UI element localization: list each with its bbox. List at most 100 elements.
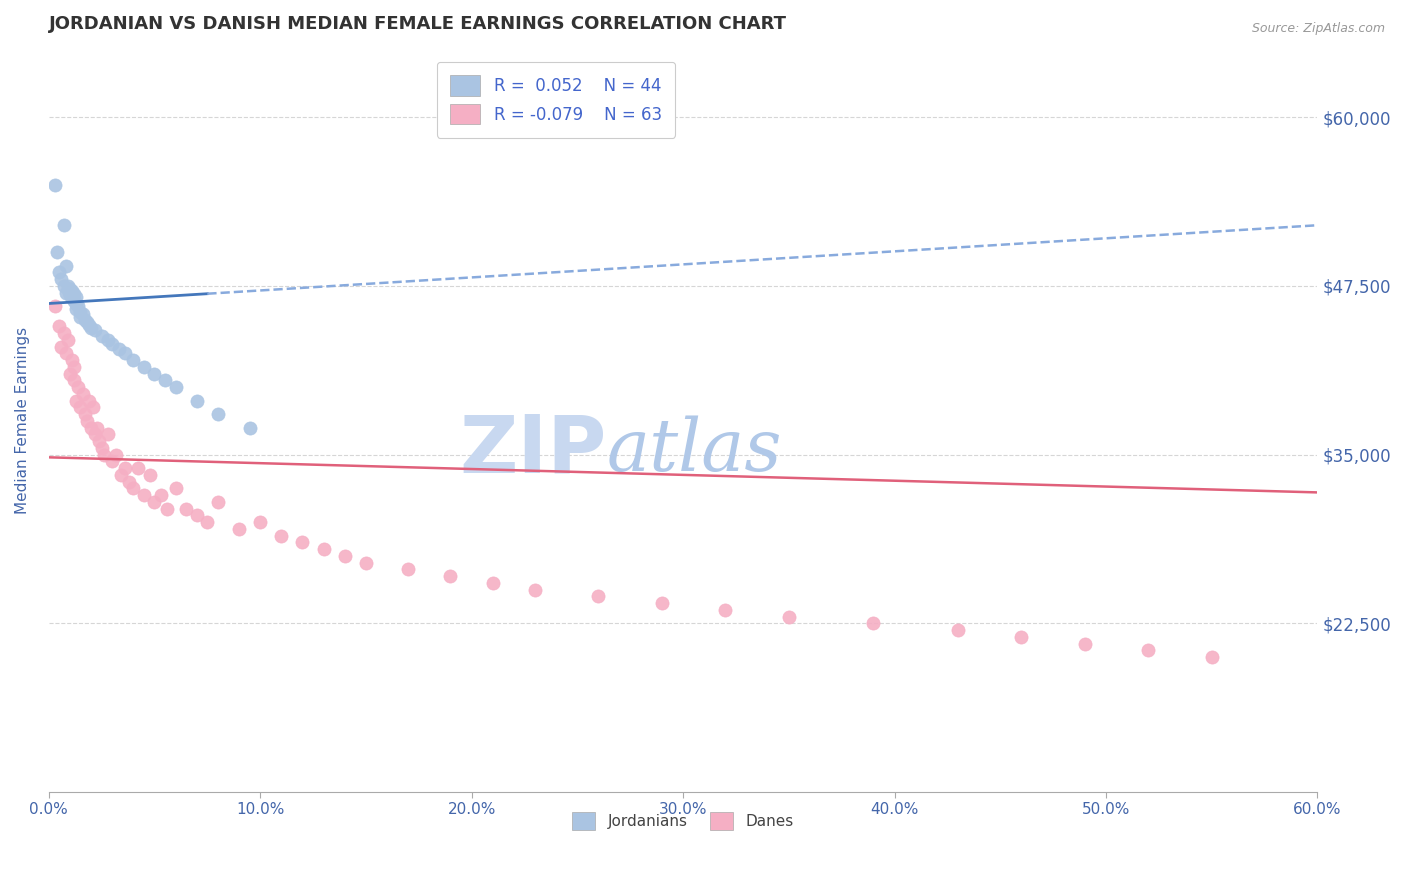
Point	[139, 467, 162, 482]
Point	[60, 353, 83, 368]
Point	[65, 296, 87, 310]
Point	[127, 461, 149, 475]
Point	[132, 488, 155, 502]
Point	[65, 393, 87, 408]
Point	[90, 441, 112, 455]
Point	[396, 562, 419, 576]
Point	[60, 291, 83, 305]
Point	[80, 420, 103, 434]
Point	[249, 515, 271, 529]
Point	[207, 495, 229, 509]
Point	[97, 427, 120, 442]
Point	[107, 343, 129, 357]
Point	[72, 307, 94, 321]
Point	[63, 359, 86, 374]
Point	[651, 596, 673, 610]
Point	[1074, 636, 1097, 650]
Point	[69, 401, 91, 415]
Legend: Jordanians, Danes: Jordanians, Danes	[567, 805, 800, 837]
Point	[101, 337, 124, 351]
Point	[80, 320, 103, 334]
Point	[69, 310, 91, 324]
Point	[186, 508, 208, 523]
Point	[44, 299, 66, 313]
Point	[114, 461, 136, 475]
Point	[76, 414, 98, 428]
Point	[51, 272, 73, 286]
Point	[270, 528, 292, 542]
Point	[1137, 643, 1160, 657]
Point	[228, 522, 250, 536]
Point	[72, 387, 94, 401]
Point	[63, 293, 86, 308]
Point	[55, 346, 77, 360]
Point	[312, 542, 335, 557]
Point	[89, 434, 111, 449]
Point	[239, 420, 262, 434]
Point	[44, 178, 66, 192]
Point	[60, 285, 83, 299]
Point	[195, 515, 218, 529]
Point	[1201, 650, 1223, 665]
Point	[48, 265, 70, 279]
Point	[82, 401, 104, 415]
Point	[56, 333, 79, 347]
Point	[93, 448, 115, 462]
Point	[186, 393, 208, 408]
Point	[69, 304, 91, 318]
Point	[84, 427, 107, 442]
Point	[714, 603, 737, 617]
Point	[63, 373, 86, 387]
Point	[174, 501, 197, 516]
Point	[114, 346, 136, 360]
Point	[588, 590, 610, 604]
Point	[143, 495, 166, 509]
Point	[143, 367, 166, 381]
Y-axis label: Median Female Earnings: Median Female Earnings	[15, 327, 30, 515]
Point	[52, 326, 75, 341]
Point	[73, 312, 96, 326]
Point	[52, 279, 75, 293]
Point	[524, 582, 547, 597]
Point	[118, 475, 141, 489]
Point	[60, 288, 83, 302]
Text: JORDANIAN VS DANISH MEDIAN FEMALE EARNINGS CORRELATION CHART: JORDANIAN VS DANISH MEDIAN FEMALE EARNIN…	[49, 15, 787, 33]
Point	[48, 319, 70, 334]
Point	[67, 380, 90, 394]
Point	[946, 623, 969, 637]
Point	[59, 288, 82, 302]
Point	[55, 259, 77, 273]
Point	[56, 279, 79, 293]
Point	[84, 324, 107, 338]
Point	[97, 333, 120, 347]
Point	[153, 373, 176, 387]
Point	[56, 283, 79, 297]
Point	[59, 285, 82, 300]
Point	[291, 535, 314, 549]
Point	[77, 318, 100, 332]
Point	[165, 481, 187, 495]
Point	[333, 549, 356, 563]
Point	[59, 282, 82, 296]
Point	[76, 315, 98, 329]
Point	[65, 301, 87, 316]
Text: ZIP: ZIP	[460, 411, 607, 490]
Point	[63, 293, 86, 307]
Point	[55, 285, 77, 300]
Point	[156, 501, 179, 516]
Point	[149, 488, 172, 502]
Point	[165, 380, 187, 394]
Point	[67, 299, 90, 313]
Point	[122, 481, 145, 495]
Point	[122, 353, 145, 368]
Point	[73, 407, 96, 421]
Point	[354, 556, 377, 570]
Point	[77, 393, 100, 408]
Point	[862, 616, 884, 631]
Point	[101, 454, 124, 468]
Point	[63, 287, 86, 301]
Point	[439, 569, 461, 583]
Point	[207, 407, 229, 421]
Point	[65, 290, 87, 304]
Point	[778, 609, 800, 624]
